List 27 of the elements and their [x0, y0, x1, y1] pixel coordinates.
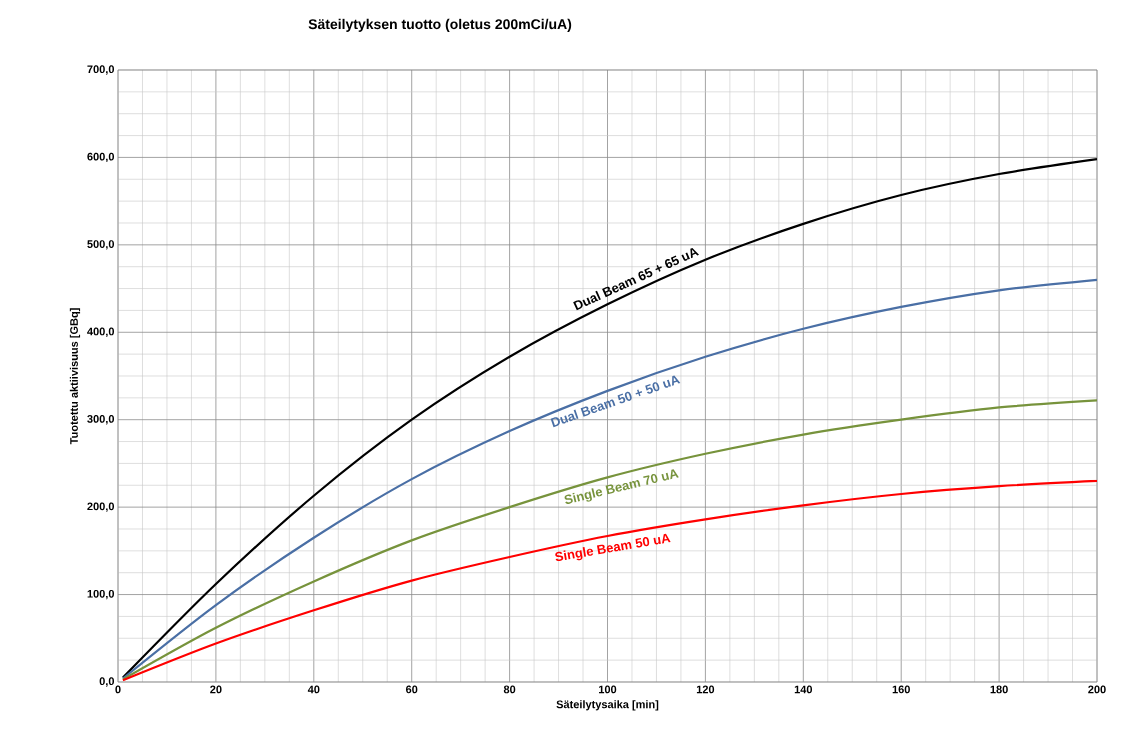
y-tick-label: 600,0 — [87, 152, 115, 163]
x-tick-label: 200 — [1088, 685, 1106, 694]
x-tick-label: 80 — [503, 685, 516, 694]
x-tick-label: 100 — [599, 685, 617, 694]
x-tick-label: 20 — [210, 685, 222, 694]
y-tick-label: 0,0 — [99, 677, 115, 687]
x-tick-label: 140 — [794, 685, 813, 694]
text: Single Beam 50 uA — [555, 533, 671, 562]
y-tick-label: 500,0 — [87, 240, 115, 250]
text: Single Beam 70 uA — [564, 469, 679, 504]
text: Dual Beam 65 + 65 uA — [573, 247, 700, 311]
y-tick-label: 400,0 — [87, 327, 115, 337]
x-axis-title: Säteilytysaika [min] — [556, 700, 659, 711]
y-tick-label: 200,0 — [87, 502, 115, 512]
line-series — [121, 158, 1097, 679]
x-tick-label: 160 — [892, 685, 910, 694]
x-tick-label: 0 — [115, 685, 121, 694]
y-tick-label: 700,0 — [87, 65, 115, 75]
x-tick-label: 60 — [406, 685, 418, 694]
text: Dual Beam 50 + 50 uA — [550, 375, 681, 428]
x-tick-label: 180 — [990, 685, 1008, 694]
chart-title: Säteilytyksen tuotto (oletus 200mCi/uA) — [308, 18, 572, 32]
x-tick-label: 120 — [696, 685, 715, 694]
y-axis-title: Tuotettu aktiivisuus [GBq] — [69, 308, 81, 445]
x-tick-label: 40 — [307, 685, 320, 694]
y-tick-label: 100,0 — [87, 589, 115, 600]
y-tick-label: 300,0 — [87, 415, 115, 425]
